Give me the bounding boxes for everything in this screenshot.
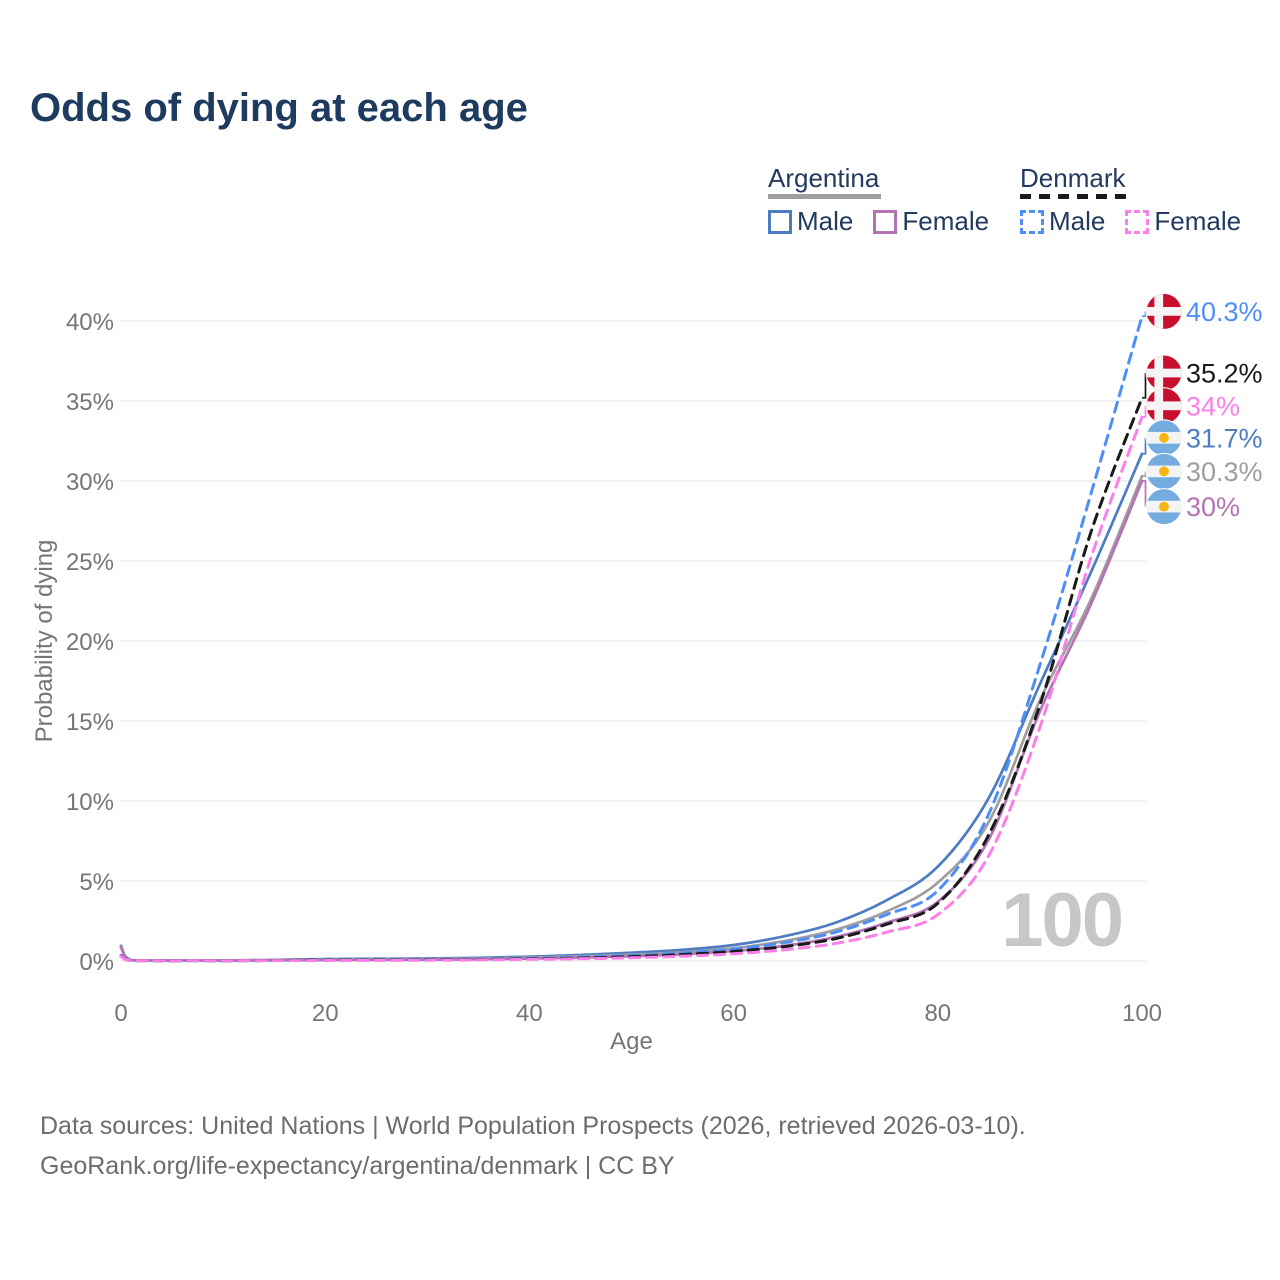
label-connector: [1142, 471, 1147, 478]
y-tick-label: 30%: [66, 469, 114, 496]
series-line-argentina-male[interactable]: [119, 452, 1144, 962]
label-connector: [1142, 311, 1147, 318]
x-tick-label: 0: [114, 1000, 127, 1027]
label-connector: [1142, 480, 1147, 507]
end-value-label: 35.2%: [1186, 359, 1263, 389]
label-connector: [1142, 405, 1147, 418]
label-connector: [1142, 373, 1147, 399]
legend: Argentina Male Female Denmark Male Femal…: [0, 163, 1280, 243]
legend-group-denmark: Denmark Male Female: [1020, 163, 1261, 237]
series-line-denmark-female[interactable]: [119, 415, 1144, 963]
legend-item-argentina-male[interactable]: Male: [768, 206, 853, 237]
legend-label-denmark-female: Female: [1154, 206, 1242, 236]
x-tick-label: 80: [924, 1000, 951, 1027]
age-watermark: 100: [1001, 878, 1122, 963]
y-tick-label: 0%: [79, 949, 114, 976]
footer: Data sources: United Nations | World Pop…: [40, 1106, 1026, 1186]
legend-label-argentina-female: Female: [902, 206, 990, 236]
end-value-label: 30.3%: [1186, 457, 1263, 487]
label-connector: [1142, 437, 1147, 455]
argentina-flag-icon: [1145, 488, 1183, 526]
denmark-female-swatch: [1125, 209, 1150, 234]
y-tick-label: 15%: [66, 709, 114, 736]
argentina-solid-line-swatch: [768, 194, 881, 199]
end-value-label: 34%: [1186, 391, 1240, 421]
x-tick-label: 20: [312, 1000, 339, 1027]
end-value-label: 30%: [1186, 492, 1240, 522]
legend-label-denmark-male: Male: [1049, 206, 1106, 236]
legend-item-argentina-female[interactable]: Female: [873, 206, 989, 237]
y-tick-label: 10%: [66, 789, 114, 816]
denmark-flag-icon: [1145, 387, 1183, 425]
argentina-flag-icon: [1145, 419, 1183, 457]
argentina-flag-icon: [1145, 452, 1183, 490]
argentina-female-swatch: [873, 209, 898, 234]
y-tick-label: 5%: [79, 869, 114, 896]
y-tick-label: 20%: [66, 629, 114, 656]
argentina-male-swatch: [768, 209, 792, 234]
legend-item-denmark-female[interactable]: Female: [1125, 206, 1241, 237]
denmark-flag-icon: [1145, 292, 1183, 330]
y-tick-label: 40%: [66, 309, 114, 336]
y-tick-label: 35%: [66, 389, 114, 416]
y-axis-title: Probability of dying: [31, 540, 58, 743]
legend-group-argentina: Argentina Male Female: [768, 163, 1009, 237]
end-value-label: 40.3%: [1186, 297, 1263, 327]
page-title: Odds of dying at each age: [30, 86, 528, 130]
georank-attribution-text: GeoRank.org/life-expectancy/argentina/de…: [40, 1152, 675, 1180]
series-line-denmark-male[interactable]: [119, 314, 1144, 963]
denmark-dashed-line-swatch: [1020, 194, 1128, 199]
legend-country-argentina: Argentina: [768, 163, 880, 193]
x-tick-label: 40: [516, 1000, 543, 1027]
data-sources-text: Data sources: United Nations | World Pop…: [40, 1112, 1026, 1140]
series-line-argentina-both[interactable]: [119, 474, 1144, 962]
y-tick-label: 25%: [66, 549, 114, 576]
legend-label-argentina-male: Male: [797, 206, 854, 236]
series-line-denmark-both[interactable]: [119, 396, 1144, 963]
x-tick-label: 60: [720, 1000, 747, 1027]
denmark-male-swatch: [1020, 209, 1044, 234]
denmark-flag-icon: [1145, 354, 1183, 392]
legend-country-denmark: Denmark: [1020, 163, 1126, 193]
x-axis-title: Age: [610, 1028, 653, 1055]
x-tick-label: 100: [1122, 1000, 1162, 1027]
end-value-label: 31.7%: [1186, 423, 1263, 453]
legend-item-denmark-male[interactable]: Male: [1020, 206, 1105, 237]
